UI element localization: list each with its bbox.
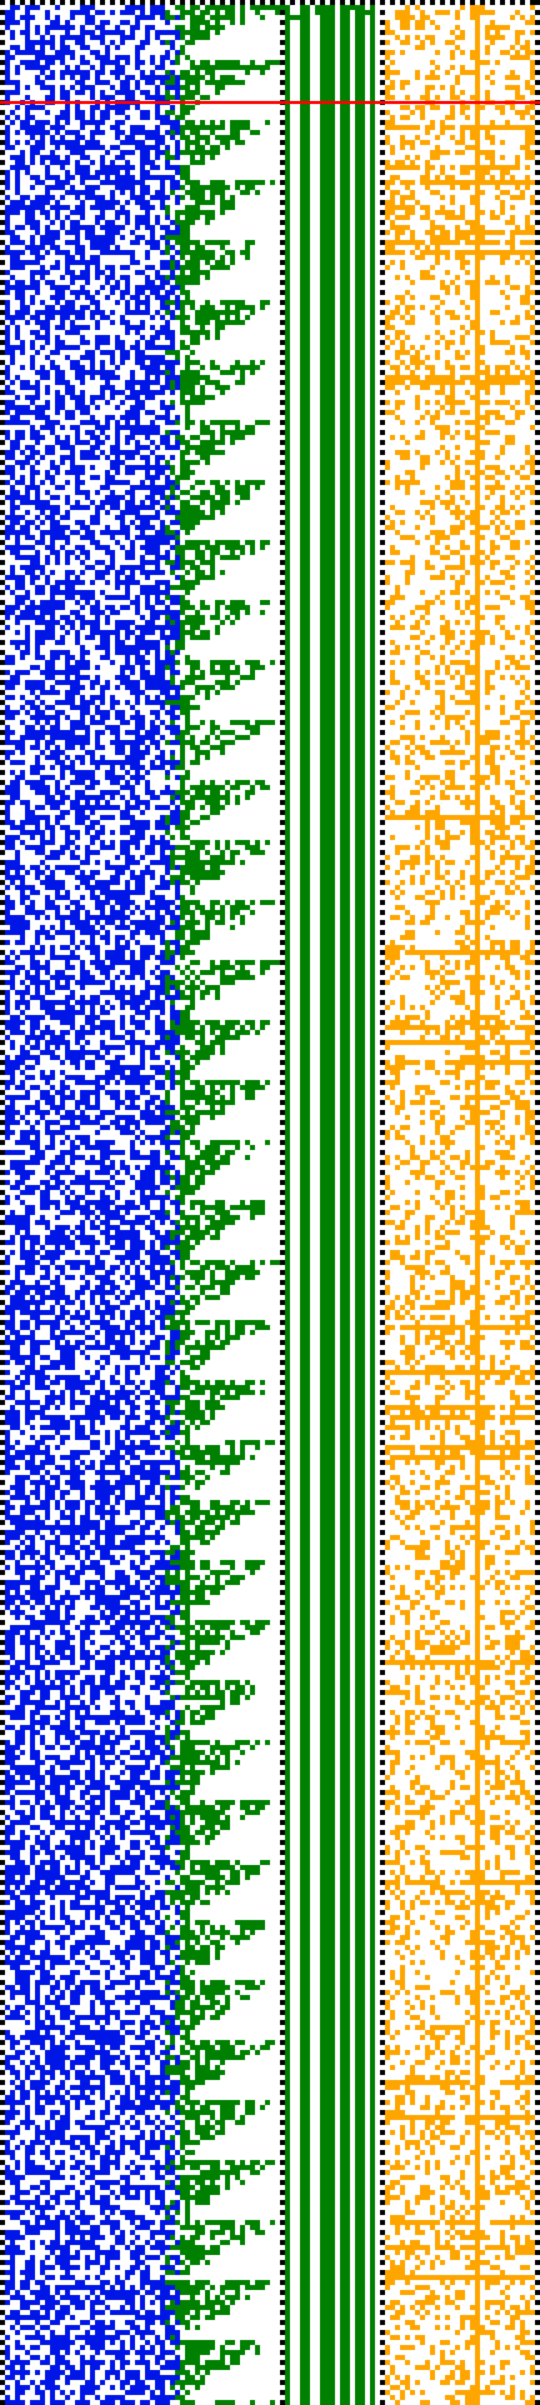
- bitmap-matrix-chart: [0, 0, 540, 2405]
